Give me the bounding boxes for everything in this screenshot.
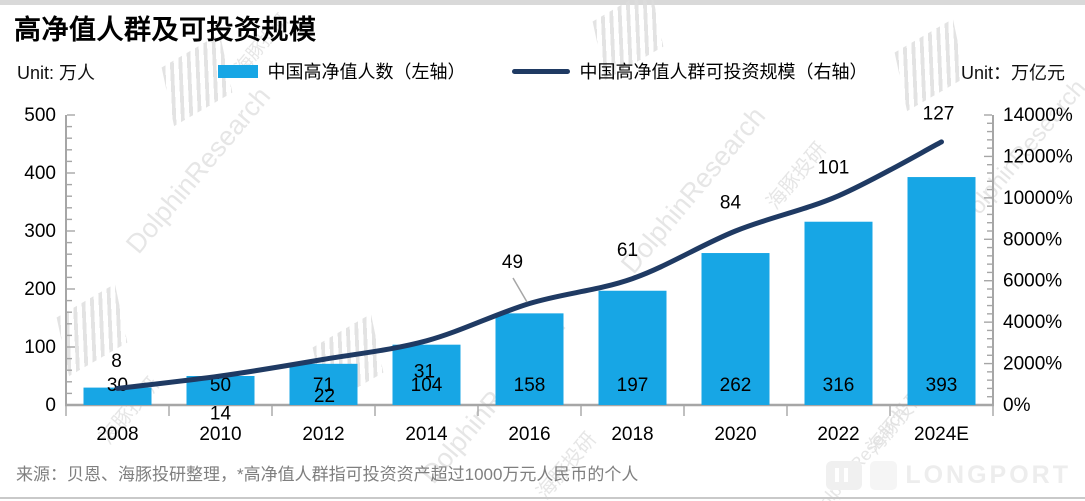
brand-wordmark: LONGPORT: [905, 461, 1071, 489]
y-axis-label-left: 0: [45, 395, 56, 416]
x-axis-label: 2014: [405, 424, 448, 445]
line-value-label: 61: [617, 240, 638, 261]
line-series-swatch-icon: [511, 68, 570, 74]
line-value-label: 127: [923, 103, 955, 124]
top-border-strip: [0, 0, 1085, 5]
y-axis-label-right: 14000%: [1003, 105, 1073, 126]
line-value-label: 31: [414, 361, 435, 382]
x-axis-label: 2012: [302, 424, 344, 445]
y-axis-label-right: 6000%: [1003, 271, 1062, 292]
line-value-label: 22: [314, 386, 335, 407]
brand-logo: LONGPORT: [826, 461, 1071, 490]
bar-value-label: 262: [720, 375, 752, 396]
y-axis-label-left: 100: [24, 337, 56, 358]
bottom-border-line: [0, 497, 1085, 499]
y-axis-label-right: 0%: [1003, 395, 1031, 416]
legend-item-line-series: 中国高净值人群可投资规模（右轴）: [511, 58, 868, 84]
bar-value-label: 50: [210, 375, 231, 396]
x-axis-label: 2022: [817, 424, 859, 445]
y-axis-label-left: 500: [24, 105, 56, 126]
line-value-label: 49: [502, 252, 523, 273]
y-axis-label-right: 2000%: [1003, 354, 1062, 375]
line-value-label: 14: [210, 404, 232, 425]
bar-2008: [83, 387, 152, 405]
y-axis-label-left: 300: [24, 221, 56, 242]
line-value-label: 101: [818, 157, 850, 178]
y-axis-label-right: 4000%: [1003, 312, 1062, 333]
bar-value-label: 316: [823, 375, 855, 396]
bar-value-label: 393: [926, 375, 958, 396]
chart-legend: 中国高净值人数（左轴） 中国高净值人群可投资规模（右轴）: [0, 58, 1085, 84]
legend-item-bar-series: 中国高净值人数（左轴）: [217, 58, 466, 84]
y-axis-label-right: 8000%: [1003, 229, 1062, 250]
x-axis-label: 2024E: [914, 424, 969, 445]
x-axis-label: 2010: [199, 424, 241, 445]
bar-2016: [495, 313, 564, 405]
bar-value-label: 30: [107, 375, 128, 396]
line-value-label: 84: [720, 193, 742, 214]
data-label-leader-line: [512, 277, 528, 303]
line-value-label: 8: [111, 351, 122, 372]
bar-2022: [804, 221, 873, 405]
right-axis-unit-label: Unit：万亿元: [960, 63, 1065, 83]
page-title: 高净值人群及可投资规模: [14, 15, 317, 45]
source-note: 来源：贝恩、海豚投研整理，*高净值人群指可投资资产超过1000万元人民币的个人: [16, 465, 639, 484]
bar-2024E: [907, 177, 976, 405]
x-axis-label: 2008: [96, 424, 138, 445]
bar-value-label: 104: [411, 375, 443, 396]
x-axis-label: 2018: [611, 424, 653, 445]
left-axis-unit-label: Unit: 万人: [17, 63, 96, 83]
bar-2018: [598, 290, 667, 405]
legend-label: 中国高净值人数（左轴）: [267, 62, 466, 82]
bar-value-label: 158: [514, 375, 546, 396]
y-axis-label-left: 200: [24, 279, 56, 300]
longport-bubble-icon: [826, 461, 863, 490]
legend-label: 中国高净值人群可投资规模（右轴）: [579, 62, 868, 82]
line-series: [115, 139, 944, 391]
y-axis-label-right: 12000%: [1003, 146, 1073, 167]
longport-bubble-icon-2: [870, 461, 898, 490]
bar-series-swatch-icon: [217, 64, 258, 78]
bar-2014: [392, 344, 461, 405]
x-axis-label: 2016: [508, 424, 550, 445]
x-axis-label: 2020: [714, 424, 756, 445]
y-axis-label-left: 400: [24, 163, 56, 184]
bar-2020: [701, 253, 770, 405]
y-axis-label-right: 10000%: [1003, 188, 1073, 209]
bar-value-label: 197: [617, 375, 649, 396]
